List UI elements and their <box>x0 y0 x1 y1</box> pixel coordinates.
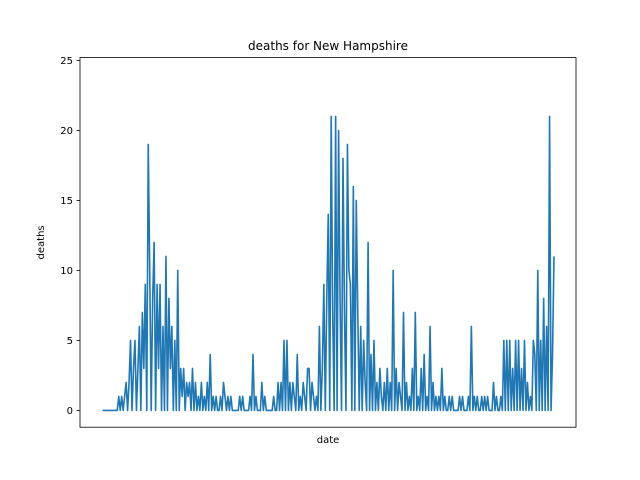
series-line <box>102 115 555 412</box>
y-tick-label: 10 <box>60 266 73 277</box>
chart-title: deaths for New Hampshire <box>248 39 408 53</box>
y-tick-label: 5 <box>67 336 73 347</box>
y-tick-label: 0 <box>67 406 73 417</box>
y-axis: 0 5 10 15 20 25 <box>60 56 80 417</box>
y-tick-label: 20 <box>60 126 73 137</box>
plot-layer <box>102 115 555 412</box>
y-tick-label: 25 <box>60 56 73 67</box>
x-axis-label: date <box>317 435 340 446</box>
y-axis-label: deaths <box>36 225 47 259</box>
y-tick-label: 15 <box>60 196 73 207</box>
axes-frame <box>79 57 577 428</box>
